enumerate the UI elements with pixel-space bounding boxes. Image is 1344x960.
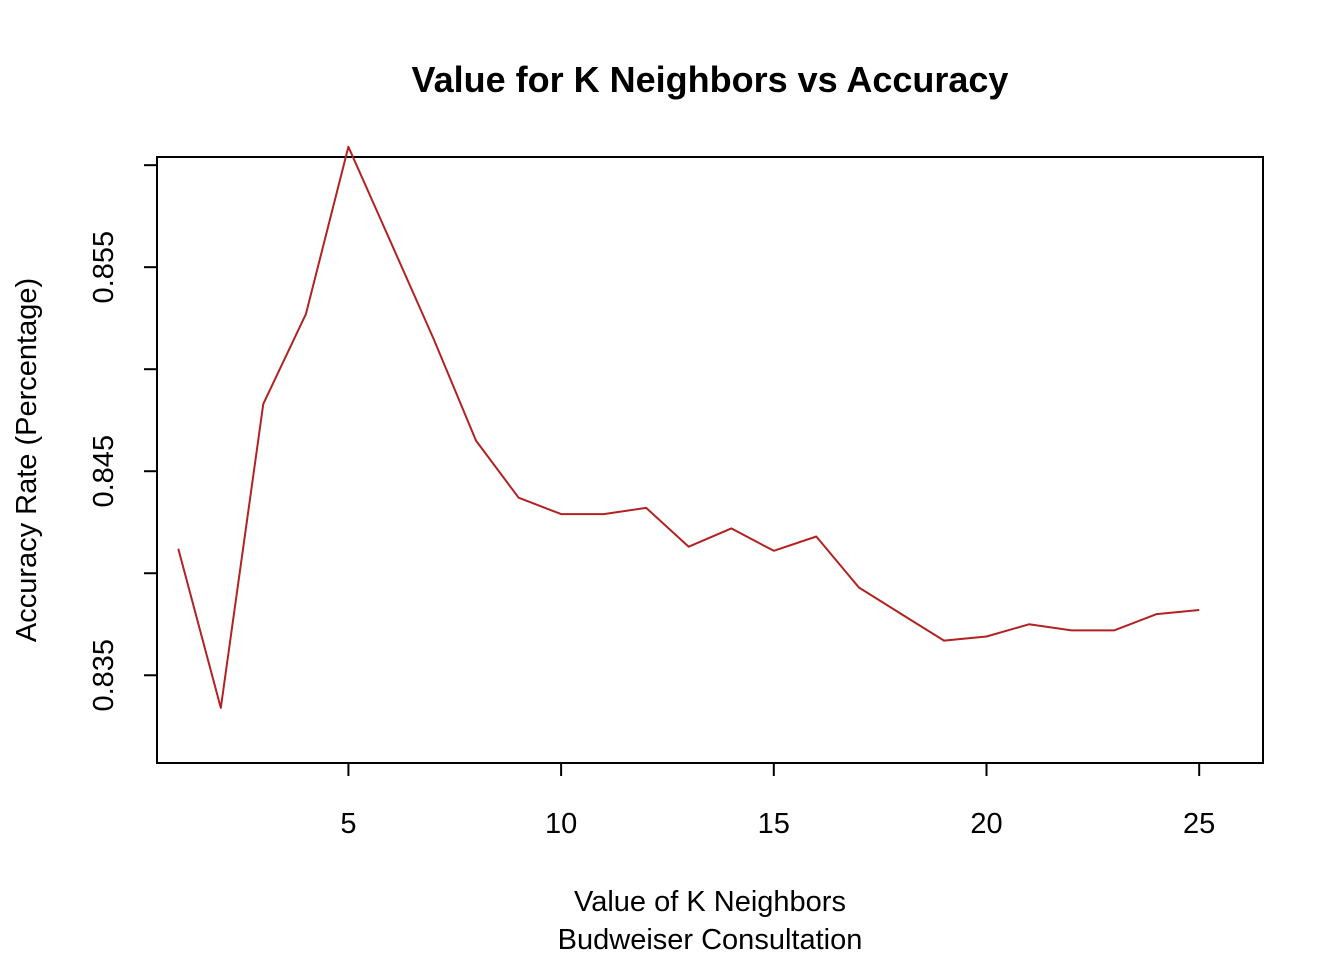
series-group xyxy=(177,145,1200,709)
x-tick-label: 15 xyxy=(758,808,790,840)
y-tick-label: 0.835 xyxy=(88,639,120,712)
y-tick-label: 0.845 xyxy=(88,435,120,508)
x-tick-label: 5 xyxy=(340,808,356,840)
x-tick-label: 20 xyxy=(970,808,1002,840)
x-axis-sublabel: Budweiser Consultation xyxy=(558,924,863,956)
chart-title: Value for K Neighbors vs Accuracy xyxy=(412,59,1009,100)
y-axis-label: Accuracy Rate (Percentage) xyxy=(11,278,43,642)
y-tick-label: 0.855 xyxy=(88,231,120,304)
series-line-0 xyxy=(177,145,1200,709)
x-tick-label: 25 xyxy=(1183,808,1215,840)
x-tick-label: 10 xyxy=(545,808,577,840)
x-axis-label: Value of K Neighbors xyxy=(574,886,846,918)
plot-frame xyxy=(156,156,1264,764)
y-axis: 0.835 0.845 0.855 xyxy=(88,164,157,712)
x-axis: 5 10 15 20 25 xyxy=(340,763,1215,840)
